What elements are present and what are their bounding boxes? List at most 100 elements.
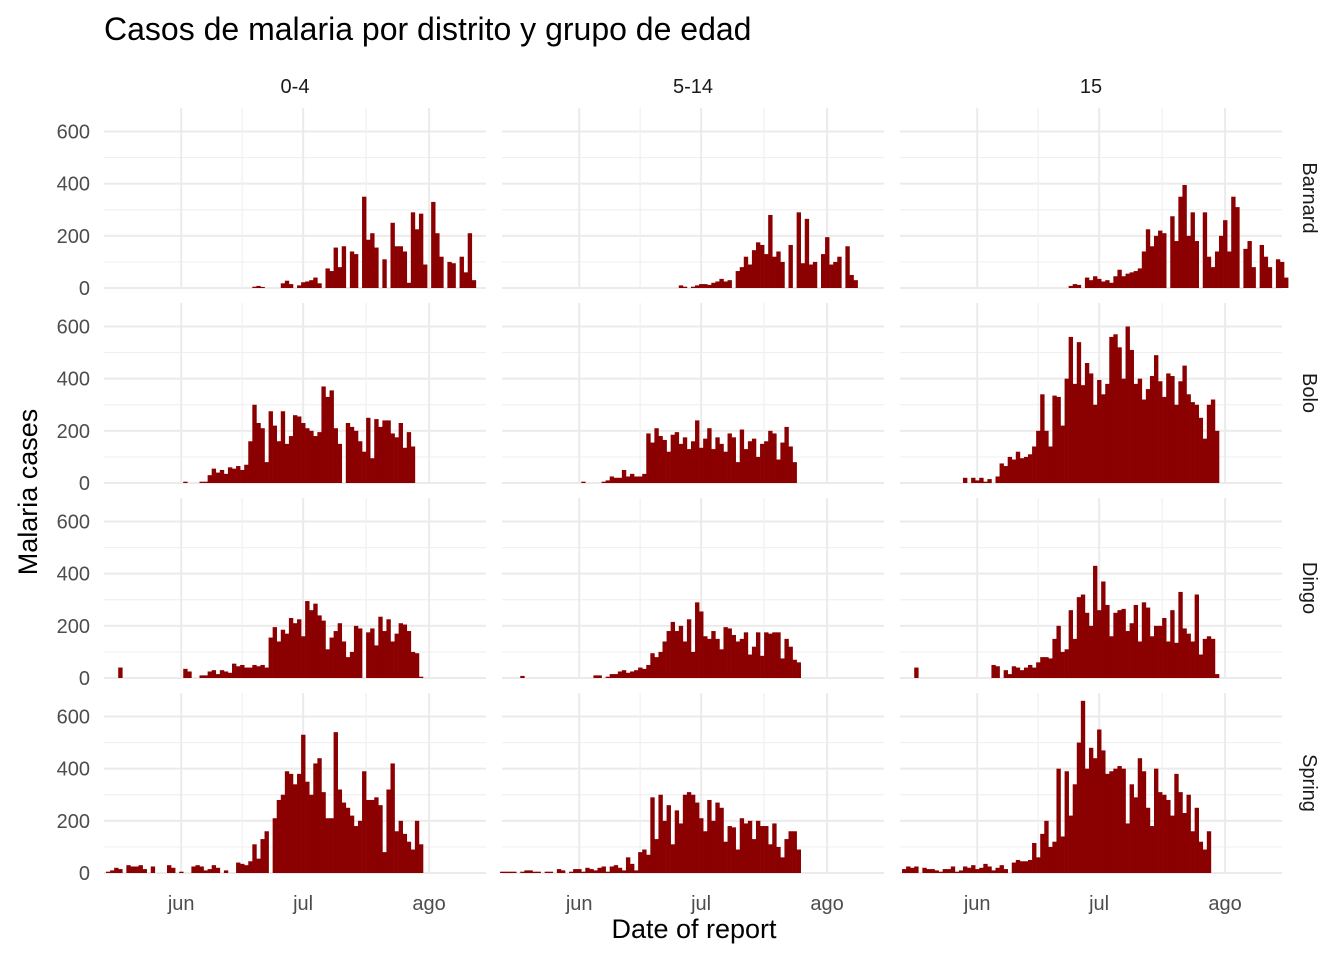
bar <box>695 420 700 483</box>
bar <box>288 436 294 483</box>
bar <box>646 854 651 873</box>
bar <box>743 823 749 873</box>
bar <box>1064 649 1069 678</box>
bar <box>796 212 801 288</box>
bar <box>938 871 943 873</box>
bar <box>650 653 655 678</box>
bar <box>386 619 391 678</box>
bar <box>333 428 338 483</box>
bar <box>211 670 217 678</box>
bar <box>520 871 525 873</box>
bar <box>374 419 379 483</box>
y-tick-label: 600 <box>57 316 90 338</box>
bar <box>719 807 724 873</box>
bar <box>390 222 395 288</box>
bar <box>382 259 387 288</box>
bar <box>138 865 143 873</box>
bar <box>764 254 769 288</box>
bar <box>768 214 773 288</box>
bar <box>1182 184 1187 288</box>
bar <box>1149 826 1155 873</box>
facet-panel <box>502 108 884 289</box>
bar <box>232 468 237 483</box>
bar <box>711 820 716 873</box>
bar <box>1149 246 1155 288</box>
bar <box>410 446 416 483</box>
bar <box>1121 378 1126 483</box>
bar <box>755 820 761 873</box>
bar <box>264 462 269 483</box>
bar <box>325 818 330 873</box>
bar <box>995 666 1000 678</box>
bar <box>1206 404 1212 483</box>
bar <box>292 415 298 483</box>
bar <box>613 865 619 873</box>
bar <box>1044 657 1049 678</box>
bar <box>357 628 363 678</box>
x-tick-label: ago <box>810 893 843 915</box>
bar <box>317 758 322 873</box>
bar <box>292 784 298 873</box>
bar <box>313 763 318 873</box>
bar <box>699 284 704 288</box>
bar <box>1190 831 1195 873</box>
bar <box>743 632 749 678</box>
facet-panel <box>104 108 486 289</box>
bar <box>1227 251 1232 288</box>
bar <box>642 668 647 678</box>
bar <box>934 870 939 873</box>
bar <box>605 480 610 483</box>
bar <box>1068 815 1074 873</box>
bar <box>544 871 550 873</box>
bar <box>410 212 416 288</box>
bar <box>930 869 935 873</box>
bar <box>1117 766 1122 873</box>
bar <box>1048 658 1053 678</box>
bar <box>394 246 399 288</box>
bar <box>1097 610 1102 678</box>
bar <box>313 277 318 288</box>
bar <box>236 862 241 873</box>
bar <box>386 420 391 483</box>
bar <box>621 469 627 483</box>
bar <box>1088 625 1094 678</box>
bar <box>634 670 639 678</box>
bar <box>260 664 265 678</box>
bar <box>463 272 469 288</box>
bar <box>837 256 842 288</box>
bar <box>1097 729 1102 873</box>
facet-panel <box>502 303 884 484</box>
bar <box>276 441 282 483</box>
bar <box>1011 666 1017 678</box>
bar <box>1023 456 1029 483</box>
bar <box>390 763 395 873</box>
bar <box>325 268 330 288</box>
bar <box>244 667 249 678</box>
bar <box>1251 267 1256 288</box>
bar <box>764 826 769 873</box>
bar <box>609 866 615 873</box>
bar <box>715 281 720 288</box>
bar <box>658 651 663 678</box>
bar <box>1093 565 1098 678</box>
bar <box>394 633 399 678</box>
bar <box>991 664 996 678</box>
bar <box>362 771 367 873</box>
bar <box>333 631 338 678</box>
bar <box>1056 768 1061 873</box>
bar <box>1158 625 1163 678</box>
facet-panel <box>900 303 1282 484</box>
facet-strip-row: Dingo <box>1298 562 1320 614</box>
bar <box>1284 277 1289 288</box>
y-tick-label: 0 <box>79 863 90 885</box>
bar <box>715 802 720 873</box>
bar <box>788 244 793 288</box>
bar <box>1129 784 1134 873</box>
bar <box>755 632 761 678</box>
x-tick-label: ago <box>1208 893 1241 915</box>
bar <box>1202 638 1208 678</box>
bar <box>662 641 667 678</box>
bar <box>264 667 269 678</box>
bar <box>219 670 225 678</box>
